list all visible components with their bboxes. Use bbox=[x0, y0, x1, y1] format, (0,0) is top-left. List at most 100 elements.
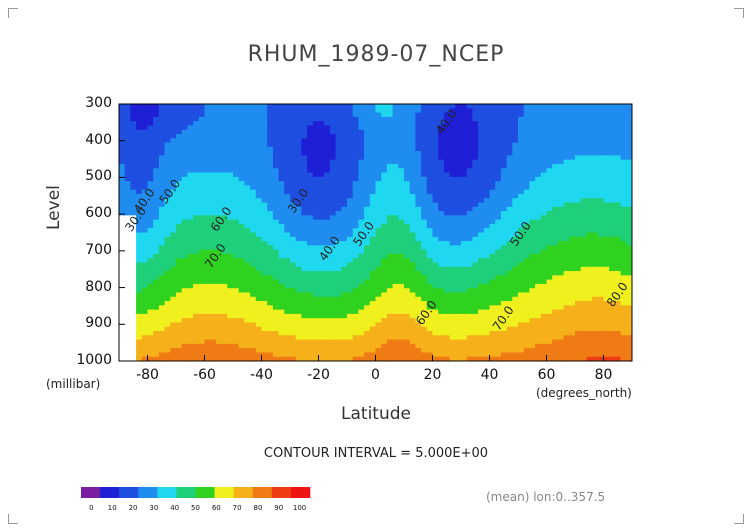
contour-cell bbox=[483, 159, 491, 165]
contour-cell bbox=[512, 279, 519, 285]
contour-cell bbox=[575, 253, 582, 259]
contour-cell bbox=[586, 142, 593, 148]
contour-cell bbox=[193, 211, 200, 216]
contour-cell bbox=[483, 189, 491, 195]
contour-cell bbox=[552, 271, 559, 276]
contour-cell bbox=[124, 172, 131, 178]
contour-cell bbox=[466, 253, 473, 259]
contour-cell bbox=[512, 193, 519, 199]
contour-cell bbox=[164, 112, 171, 118]
contour-cell bbox=[546, 331, 553, 336]
contour-cell bbox=[392, 331, 399, 336]
contour-cell bbox=[301, 159, 308, 165]
contour-cell bbox=[119, 275, 126, 281]
contour-cell bbox=[352, 159, 359, 165]
contour-cell bbox=[404, 236, 411, 242]
contour-cell bbox=[141, 266, 149, 272]
contour-cell bbox=[375, 232, 382, 238]
contour-cell bbox=[204, 116, 211, 122]
contour-cell bbox=[426, 138, 434, 144]
contour-cell bbox=[404, 301, 411, 306]
contour-cell bbox=[204, 181, 211, 186]
contour-cell bbox=[369, 296, 377, 302]
contour-cell bbox=[153, 223, 160, 229]
contour-cell bbox=[461, 211, 468, 216]
contour-cell bbox=[215, 313, 223, 319]
contour-cell bbox=[438, 288, 445, 294]
contour-cell bbox=[364, 296, 371, 302]
contour-cell bbox=[187, 322, 194, 328]
contour-cell bbox=[170, 301, 177, 306]
contour-cell bbox=[267, 189, 274, 195]
contour-cell bbox=[580, 352, 587, 358]
contour-cell bbox=[369, 262, 377, 268]
contour-cell bbox=[404, 211, 411, 216]
contour-cell bbox=[381, 181, 388, 186]
contour-cell bbox=[415, 108, 422, 114]
contour-cell bbox=[381, 151, 388, 156]
contour-cell bbox=[546, 352, 553, 358]
contour-cell bbox=[500, 172, 508, 178]
contour-cell bbox=[341, 155, 348, 161]
contour-cell bbox=[478, 146, 485, 152]
contour-cell bbox=[130, 356, 137, 361]
contour-cell bbox=[233, 116, 240, 122]
contour-cell bbox=[506, 202, 513, 208]
contour-cell bbox=[364, 138, 371, 144]
contour-cell bbox=[341, 322, 348, 328]
contour-cell bbox=[455, 146, 462, 152]
contour-cell bbox=[375, 253, 382, 259]
contour-cell bbox=[575, 112, 582, 118]
contour-cell bbox=[278, 211, 285, 216]
contour-cell bbox=[153, 146, 160, 152]
contour-cell bbox=[181, 279, 188, 285]
contour-cell bbox=[124, 189, 131, 195]
contour-cell bbox=[426, 181, 434, 186]
contour-cell bbox=[472, 172, 479, 178]
contour-cell bbox=[147, 198, 154, 204]
contour-cell bbox=[404, 129, 411, 135]
contour-cell bbox=[198, 309, 206, 315]
contour-cell bbox=[341, 163, 348, 169]
contour-cell bbox=[233, 181, 240, 186]
contour-cell bbox=[147, 125, 154, 131]
contour-cell bbox=[483, 343, 491, 349]
contour-cell bbox=[324, 309, 331, 315]
contour-cell bbox=[278, 159, 285, 165]
contour-cell bbox=[421, 202, 428, 208]
contour-cell bbox=[375, 151, 382, 156]
contour-cell bbox=[158, 339, 166, 345]
contour-cell bbox=[535, 125, 542, 131]
contour-cell bbox=[552, 339, 559, 345]
contour-cell bbox=[233, 193, 240, 199]
contour-cell bbox=[586, 116, 593, 122]
contour-cell bbox=[278, 322, 285, 328]
contour-cell bbox=[244, 249, 251, 255]
contour-cell bbox=[500, 155, 508, 161]
contour-cell bbox=[255, 322, 263, 328]
contour-cell bbox=[181, 198, 188, 204]
contour-cell bbox=[215, 185, 223, 191]
contour-cell bbox=[290, 116, 297, 122]
contour-cell bbox=[255, 223, 263, 229]
contour-cell bbox=[580, 215, 587, 221]
contour-cell bbox=[124, 275, 131, 281]
contour-cell bbox=[284, 352, 291, 358]
contour-cell bbox=[307, 275, 314, 281]
contour-cell bbox=[250, 104, 257, 109]
contour-cell bbox=[204, 339, 211, 345]
contour-cell bbox=[329, 146, 337, 152]
contour-cell bbox=[335, 292, 342, 298]
contour-cell bbox=[141, 343, 149, 349]
contour-cell bbox=[233, 352, 240, 358]
contour-cell bbox=[130, 198, 137, 204]
contour-cell bbox=[233, 133, 240, 139]
contour-cell bbox=[518, 176, 525, 182]
contour-cell bbox=[284, 343, 291, 349]
contour-cell bbox=[324, 292, 331, 298]
contour-cell bbox=[233, 279, 240, 285]
contour-cell bbox=[130, 232, 137, 238]
contour-cell bbox=[312, 176, 320, 182]
contour-cell bbox=[318, 266, 325, 272]
contour-cell bbox=[136, 275, 143, 281]
